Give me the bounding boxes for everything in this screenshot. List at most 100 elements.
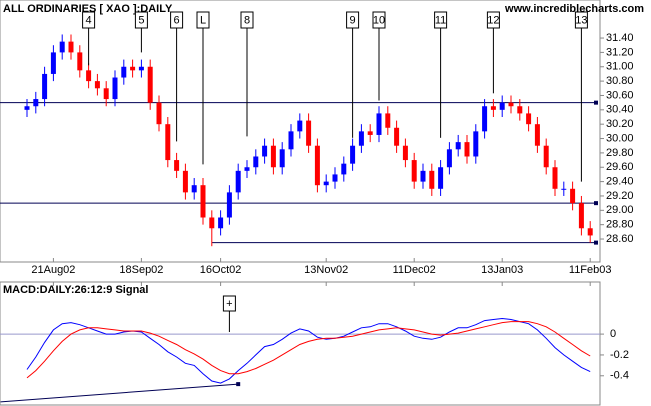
- trend-line: [0, 383, 239, 403]
- y-tick-label: 29.20: [606, 190, 634, 202]
- annotation-label: 8: [244, 14, 250, 26]
- candle-body: [253, 156, 259, 168]
- annotation-box: [346, 11, 360, 29]
- x-tick-label: 13Jan03: [481, 264, 523, 276]
- candle-body: [561, 188, 567, 190]
- y-tick-label: 28.80: [606, 219, 634, 231]
- candle-body: [156, 102, 162, 125]
- candle-body: [332, 174, 338, 182]
- candle-body: [191, 185, 197, 193]
- annotation-box: [82, 11, 96, 29]
- macd-line: [26, 317, 591, 384]
- candle-body: [50, 52, 56, 74]
- y-tick-label: 28.60: [606, 233, 634, 245]
- macd-line: [26, 321, 591, 379]
- candle-body: [473, 131, 479, 157]
- candle-body: [341, 163, 347, 175]
- annotation-label: 5: [138, 14, 144, 26]
- candle-body: [587, 228, 593, 236]
- annotation-box: [170, 11, 184, 29]
- candle-body: [570, 188, 576, 204]
- candle-body: [130, 66, 136, 71]
- candle-body: [350, 145, 356, 164]
- candle-body: [517, 106, 523, 114]
- candle-body: [209, 217, 215, 229]
- candle-body: [24, 106, 30, 110]
- annotation-label: 4: [86, 14, 92, 26]
- annotation-label: 6: [174, 14, 180, 26]
- source: www.incrediblecharts.com: [504, 3, 644, 15]
- y-tick-label: 31.00: [606, 61, 634, 73]
- line-end: [236, 382, 241, 387]
- annotation-label: 13: [575, 14, 587, 26]
- annotation-box: [134, 11, 148, 29]
- annotation-box: [196, 11, 210, 29]
- candle-body: [455, 142, 461, 150]
- candle-body: [288, 131, 294, 150]
- y-tick-label: 30.00: [606, 132, 634, 144]
- candle-body: [358, 131, 364, 146]
- y-tick-label: 29.00: [606, 204, 634, 216]
- candle-body: [420, 170, 426, 182]
- candle-body: [446, 149, 452, 168]
- y-tick-label: 30.20: [606, 118, 634, 130]
- y-tick-label: 29.40: [606, 176, 634, 188]
- y-tick-label: 0: [610, 328, 616, 340]
- candle-body: [297, 120, 303, 132]
- annotation-box: [434, 11, 448, 29]
- candle-body: [103, 88, 109, 100]
- candle-body: [147, 66, 153, 103]
- candle-body: [59, 41, 65, 53]
- candle-body: [86, 70, 92, 82]
- annotation-label: +: [226, 298, 232, 310]
- candle-body: [552, 167, 558, 189]
- macd-frame: [0, 281, 601, 406]
- x-tick-label: 18Sep02: [119, 264, 163, 276]
- y-tick-label: 30.80: [606, 75, 634, 87]
- candle-body: [138, 66, 144, 71]
- x-tick-label: 11Dec02: [393, 264, 436, 276]
- candle-body: [270, 145, 276, 168]
- candle-body: [534, 124, 540, 146]
- x-tick-label: 16Oct02: [200, 264, 242, 276]
- candle-body: [262, 145, 268, 157]
- candle-body: [429, 170, 435, 189]
- candle-body: [508, 102, 514, 107]
- annotation-label: 11: [435, 14, 446, 26]
- annotation-box: [372, 11, 386, 29]
- y-tick-label: -0.2: [610, 349, 629, 361]
- candle-body: [323, 181, 329, 186]
- candle-body: [235, 170, 241, 193]
- annotation-box: [574, 11, 588, 29]
- annotation-box: [240, 11, 254, 29]
- candle-body: [306, 120, 312, 146]
- line-end: [594, 201, 598, 206]
- candle-body: [94, 81, 100, 89]
- annotation-label: 12: [487, 14, 499, 26]
- candle-body: [367, 131, 373, 135]
- candle-body: [578, 203, 584, 229]
- candle-body: [77, 52, 83, 71]
- candle-body: [200, 185, 206, 218]
- candle-body: [376, 113, 382, 135]
- price-frame: [0, 0, 601, 263]
- candle-body: [385, 113, 391, 128]
- candle-body: [68, 41, 74, 53]
- y-tick-label: 31.20: [606, 46, 634, 58]
- candle-body: [482, 106, 488, 132]
- candle-body: [218, 217, 224, 229]
- candle-body: [543, 145, 549, 168]
- y-tick-label: 29.80: [606, 147, 634, 159]
- candle-body: [33, 99, 39, 107]
- annotation-box: [222, 295, 236, 312]
- x-tick-label: 13Nov02: [304, 264, 348, 276]
- candle-body: [112, 77, 118, 100]
- annotation-label: L: [200, 14, 206, 26]
- candle-body: [394, 127, 400, 146]
- line-end: [594, 100, 598, 105]
- y-tick-label: 30.40: [606, 104, 634, 116]
- candle-body: [411, 160, 417, 182]
- line-end: [594, 240, 598, 245]
